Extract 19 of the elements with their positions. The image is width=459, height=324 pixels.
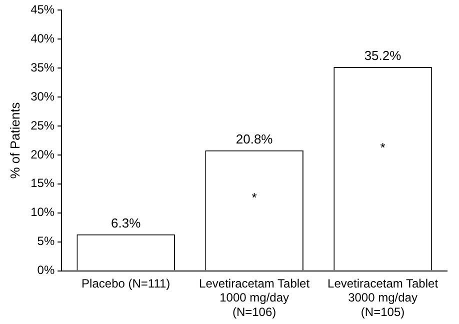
y-tick-label: 5% [37, 234, 55, 248]
data-label: 20.8% [236, 131, 274, 146]
x-tick-label: Levetiracetam Tablet 1000 mg/day (N=106) [199, 276, 310, 320]
y-tick-label: 40% [30, 31, 55, 46]
annotation: * [380, 140, 386, 156]
x-tick-label: Placebo (N=111) [82, 276, 170, 290]
y-tick-label: 35% [30, 60, 55, 74]
data-label: 6.3% [111, 215, 142, 230]
y-tick-label: 20% [30, 147, 55, 162]
annotation: * [252, 190, 257, 206]
y-tick-label: 25% [30, 118, 55, 132]
y-axis-title: % of Patients [7, 102, 22, 179]
data-label: 35.2% [364, 48, 402, 64]
y-tick-label: 15% [30, 176, 55, 190]
y-tick-label: 10% [30, 205, 55, 220]
y-tick-label: 30% [30, 89, 55, 104]
y-tick-label: 45% [30, 2, 55, 17]
y-tick-label: 0% [37, 263, 55, 278]
x-tick-label: Levetiracetam Tablet 3000 mg/day (N=105) [328, 276, 439, 320]
